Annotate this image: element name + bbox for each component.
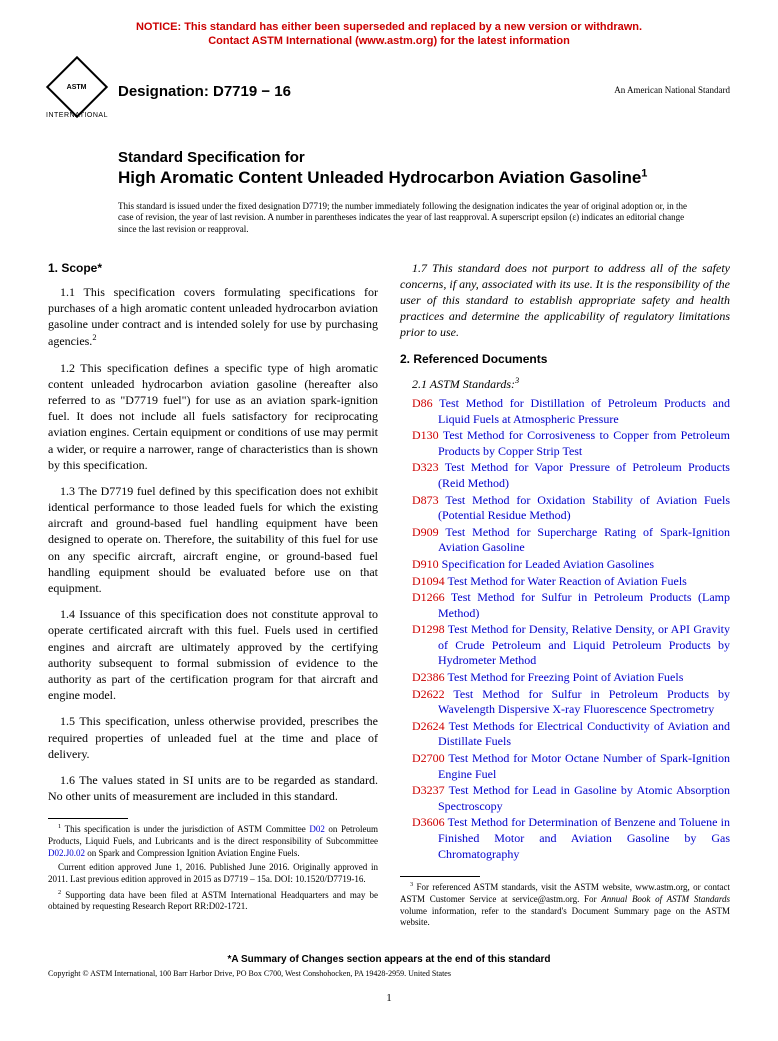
ref-code: D1298 (412, 622, 445, 636)
title-block: Standard Specification for High Aromatic… (118, 149, 730, 189)
ref-item[interactable]: D86 Test Method for Distillation of Petr… (400, 396, 730, 427)
ref-item[interactable]: D1298 Test Method for Density, Relative … (400, 622, 730, 669)
ref-item[interactable]: D2624 Test Methods for Electrical Conduc… (400, 719, 730, 750)
logo-designation-group: ASTM INTERNATIONAL Designation: D7719 − … (48, 63, 291, 121)
scope-heading: 1. Scope* (48, 260, 378, 276)
footnote-rule-right (400, 876, 480, 877)
ref-title: Test Method for Sulfur in Petroleum Prod… (438, 687, 730, 717)
ref-item[interactable]: D2386 Test Method for Freezing Point of … (400, 670, 730, 686)
page-number: 1 (48, 992, 730, 1004)
page: NOTICE: This standard has either been su… (0, 0, 778, 1024)
ref-item[interactable]: D1094 Test Method for Water Reaction of … (400, 574, 730, 590)
ref-title: Test Method for Corrosiveness to Copper … (438, 428, 730, 458)
title-footnote-marker: 1 (641, 168, 647, 180)
scope-p7: 1.7 This standard does not purport to ad… (400, 260, 730, 341)
footnote-1: 1 This specification is under the jurisd… (48, 823, 378, 859)
scope-p1: 1.1 This specification covers formulatin… (48, 284, 378, 350)
ref-item[interactable]: D910 Specification for Leaded Aviation G… (400, 557, 730, 573)
issuance-note: This standard is issued under the fixed … (118, 201, 690, 236)
ref-title: Test Method for Supercharge Rating of Sp… (438, 525, 730, 555)
right-column: 1.7 This standard does not purport to ad… (400, 260, 730, 932)
scope-p6: 1.6 The values stated in SI units are to… (48, 772, 378, 804)
ref-title: Test Method for Density, Relative Densit… (438, 622, 730, 667)
referenced-heading: 2. Referenced Documents (400, 351, 730, 367)
astm-logo: ASTM INTERNATIONAL (48, 63, 106, 121)
notice-line2: Contact ASTM International (www.astm.org… (208, 35, 570, 47)
ref-title: Test Method for Oxidation Stability of A… (438, 493, 730, 523)
scope-p2: 1.2 This specification defines a specifi… (48, 360, 378, 473)
ref-title: Test Method for Lead in Gasoline by Atom… (438, 783, 730, 813)
ref-title: Test Method for Motor Octane Number of S… (438, 751, 730, 781)
ref-item[interactable]: D909 Test Method for Supercharge Rating … (400, 525, 730, 556)
ref-title: Test Methods for Electrical Conductivity… (438, 719, 730, 749)
ref-code: D2622 (412, 687, 445, 701)
ref-code: D1266 (412, 590, 445, 604)
title-main: High Aromatic Content Unleaded Hydrocarb… (118, 167, 730, 188)
ref-code: D2700 (412, 751, 445, 765)
ref-code: D909 (412, 525, 439, 539)
ref-code: D2624 (412, 719, 445, 733)
ref-code: D1094 (412, 574, 445, 588)
logo-inner-text: ASTM (67, 83, 87, 90)
ref-item[interactable]: D2622 Test Method for Sulfur in Petroleu… (400, 687, 730, 718)
ref-item[interactable]: D3237 Test Method for Lead in Gasoline b… (400, 783, 730, 814)
ref-title: Test Method for Sulfur in Petroleum Prod… (438, 590, 730, 620)
ref-title: Test Method for Vapor Pressure of Petrol… (438, 460, 730, 490)
two-column-layout: 1. Scope* 1.1 This specification covers … (48, 260, 730, 932)
footnote-1b: Current edition approved June 1, 2016. P… (48, 862, 378, 885)
ref-title: Test Method for Water Reaction of Aviati… (447, 574, 686, 588)
logo-diamond-icon: ASTM (46, 55, 108, 117)
footnote-2: 2 Supporting data have been filed at AST… (48, 889, 378, 913)
ref-item[interactable]: D1266 Test Method for Sulfur in Petroleu… (400, 590, 730, 621)
ans-label: An American National Standard (614, 63, 730, 95)
ref-title: Test Method for Distillation of Petroleu… (438, 396, 730, 426)
footnote-link-d02[interactable]: D02 (309, 824, 325, 834)
ref-item[interactable]: D873 Test Method for Oxidation Stability… (400, 493, 730, 524)
notice-line1: NOTICE: This standard has either been su… (136, 21, 642, 33)
ref-title: Test Method for Determination of Benzene… (438, 815, 730, 860)
left-column: 1. Scope* 1.1 This specification covers … (48, 260, 378, 932)
scope-p3: 1.3 The D7719 fuel defined by this speci… (48, 483, 378, 596)
ref-code: D86 (412, 396, 433, 410)
footnote-3: 3 For referenced ASTM standards, visit t… (400, 881, 730, 929)
scope-p4: 1.4 Issuance of this specification does … (48, 606, 378, 703)
footnote-link-subcommittee[interactable]: D02.J0.02 (48, 848, 85, 858)
ref-code: D910 (412, 557, 439, 571)
ref-title: Test Method for Freezing Point of Aviati… (447, 670, 683, 684)
summary-line: *A Summary of Changes section appears at… (48, 954, 730, 965)
ref-code: D3606 (412, 815, 445, 829)
title-prefix: Standard Specification for (118, 149, 730, 168)
copyright: Copyright © ASTM International, 100 Barr… (48, 969, 730, 978)
scope-p5: 1.5 This specification, unless otherwise… (48, 713, 378, 762)
ref-code: D3237 (412, 783, 445, 797)
ref-code: D130 (412, 428, 439, 442)
ref-item[interactable]: D3606 Test Method for Determination of B… (400, 815, 730, 862)
ref-item[interactable]: D2700 Test Method for Motor Octane Numbe… (400, 751, 730, 782)
ref-code: D323 (412, 460, 439, 474)
ref-code: D873 (412, 493, 439, 507)
referenced-sub: 2.1 ASTM Standards:3 (400, 375, 730, 392)
designation: Designation: D7719 − 16 (118, 83, 291, 100)
title-main-text: High Aromatic Content Unleaded Hydrocarb… (118, 168, 641, 187)
footnote-rule-left (48, 818, 128, 819)
ref-item[interactable]: D323 Test Method for Vapor Pressure of P… (400, 460, 730, 491)
ref-title: Specification for Leaded Aviation Gasoli… (442, 557, 654, 571)
ref-item[interactable]: D130 Test Method for Corrosiveness to Co… (400, 428, 730, 459)
ref-code: D2386 (412, 670, 445, 684)
header-row: ASTM INTERNATIONAL Designation: D7719 − … (48, 63, 730, 121)
notice-banner: NOTICE: This standard has either been su… (48, 20, 730, 49)
